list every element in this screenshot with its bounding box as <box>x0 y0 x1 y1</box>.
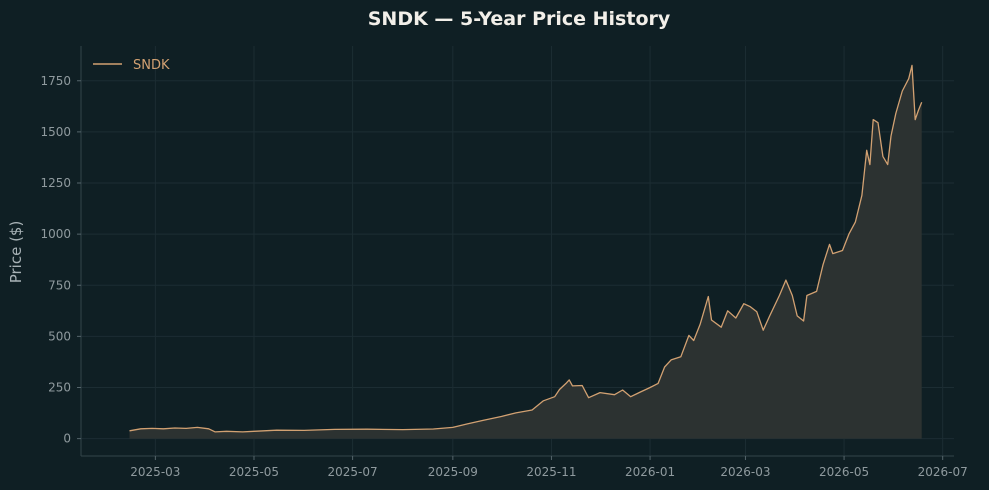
x-tick-label: 2026-07 <box>918 465 968 479</box>
series-area-fill <box>129 65 922 439</box>
chart-title: SNDK — 5-Year Price History <box>368 8 671 30</box>
grid-lines <box>81 46 954 456</box>
y-tick-label: 0 <box>63 432 71 446</box>
x-tick-label: 2025-03 <box>130 465 180 479</box>
series-line <box>129 64 923 433</box>
legend-label: SNDK <box>133 58 170 73</box>
y-tick-label: 500 <box>48 329 71 343</box>
y-tick-label: 1250 <box>40 176 71 190</box>
y-axis-label: Price ($) <box>7 221 25 284</box>
axes: 0 250 500 750 1000 1250 1500 1750 2025-03 2025-05… <box>40 46 968 479</box>
x-tick-label: 2025-09 <box>428 465 478 479</box>
legend: SNDK <box>93 58 170 73</box>
y-tick-label: 1750 <box>40 74 71 88</box>
y-tick-label: 1500 <box>40 125 71 139</box>
plot-area <box>129 64 923 439</box>
y-tick-label: 1000 <box>40 227 71 241</box>
x-tick-label: 2025-07 <box>328 465 378 479</box>
y-tick-label: 750 <box>48 278 71 292</box>
x-tick-label: 2026-01 <box>625 465 675 479</box>
y-tick-label: 250 <box>48 380 71 394</box>
x-tick-label: 2026-05 <box>819 465 869 479</box>
x-tick-label: 2026-03 <box>720 465 770 479</box>
x-tick-label: 2025-05 <box>229 465 279 479</box>
x-tick-label: 2025-11 <box>526 465 576 479</box>
